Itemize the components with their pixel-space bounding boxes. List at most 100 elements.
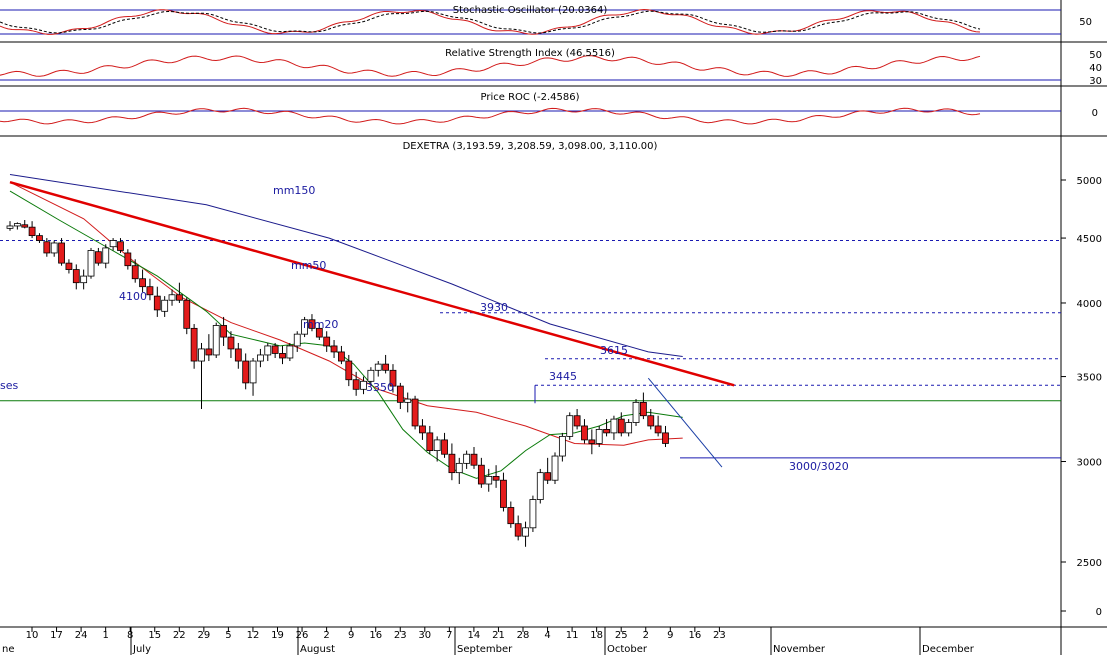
candle-down: [175, 294, 183, 301]
candle-down: [183, 299, 191, 329]
stoch-tick-label: 50: [1079, 17, 1092, 28]
candle-down: [514, 523, 522, 537]
candle-down: [345, 360, 353, 381]
candle-down: [654, 425, 662, 434]
candle-down: [139, 278, 146, 288]
candle-up: [293, 333, 301, 347]
candle-down: [124, 252, 132, 267]
mm50-label: mm50: [291, 259, 326, 272]
x-tick-label: 5: [225, 630, 231, 641]
x-tick-label: 28: [517, 630, 530, 641]
candle-up: [455, 462, 463, 474]
trendlines: [9, 181, 735, 468]
rsi-tick-30: 30: [1089, 76, 1102, 87]
roc-title: Price ROC (-2.4586): [481, 92, 580, 103]
candle-up: [50, 242, 58, 254]
candle-down: [323, 336, 331, 347]
candle-down: [36, 235, 43, 241]
candle-up: [87, 250, 95, 277]
candle-down: [58, 242, 65, 264]
candle-down: [279, 353, 286, 359]
x-tick-label: 9: [348, 630, 354, 641]
month-label: August: [300, 644, 335, 655]
candle-down: [352, 379, 360, 390]
x-tick-label: 24: [75, 630, 88, 641]
candle-down: [153, 295, 161, 311]
price-title: DEXETRA (3,193.59, 3,208.59, 3,098.00, 3…: [403, 141, 658, 152]
candle-down: [507, 507, 515, 525]
x-tick-label: 10: [26, 630, 39, 641]
candle-down: [315, 327, 323, 338]
candle-down: [146, 286, 154, 296]
y-tick-label: 3000: [1077, 458, 1102, 469]
candle-down: [21, 224, 29, 228]
level-4100-label: 4100: [119, 290, 147, 303]
candle-down: [500, 479, 507, 508]
level-3000-label: 3000/3020: [789, 460, 849, 473]
candle-down: [65, 262, 73, 270]
month-label: December: [922, 644, 975, 655]
candle-down: [43, 241, 51, 254]
candle-up: [198, 348, 205, 362]
candle-down: [411, 398, 419, 427]
blue-downtrend-line: [647, 377, 723, 468]
y-tick-label: 4500: [1077, 234, 1102, 245]
candle-up: [286, 345, 294, 359]
candle-down: [426, 432, 434, 452]
horizontal-levels: [0, 240, 1061, 459]
x-tick-label: 8: [127, 630, 133, 641]
roc-line: [0, 107, 981, 125]
candle-down: [271, 345, 279, 354]
candle-up: [257, 354, 264, 362]
candle-down: [131, 265, 139, 280]
x-tick-label: 16: [369, 630, 382, 641]
candle-down: [396, 385, 404, 403]
candle-up: [360, 380, 367, 390]
rsi-tick-50: 50: [1089, 50, 1102, 61]
candle-down: [588, 439, 596, 444]
mm150-label: mm150: [273, 184, 315, 197]
candle-down: [330, 345, 338, 353]
mm150-line: [9, 174, 683, 357]
candle-up: [566, 415, 574, 437]
x-tick-label: 14: [468, 630, 481, 641]
candle-up: [536, 472, 544, 500]
candle-down: [117, 241, 124, 251]
candle-up: [404, 398, 412, 403]
level-3615-label: 3615: [600, 344, 628, 357]
month-label: July: [132, 644, 151, 655]
candle-up: [625, 422, 633, 434]
x-tick-label: 9: [667, 630, 673, 641]
rsi-line: [0, 55, 981, 77]
x-tick-label: 7: [446, 630, 452, 641]
rsi-title: Relative Strength Index (46.5516): [445, 48, 615, 59]
candle-down: [544, 472, 552, 481]
candle-down: [338, 351, 345, 362]
x-tick-label: 21: [492, 630, 505, 641]
x-tick-label: 19: [271, 630, 284, 641]
x-tick-label: 17: [50, 630, 63, 641]
y-tick-label: 2500: [1077, 558, 1102, 569]
red-downtrend-line: [9, 181, 735, 387]
candle-up: [168, 294, 176, 301]
x-tick-label: 23: [394, 630, 407, 641]
candle-up: [529, 499, 537, 529]
x-tick-label: 25: [615, 630, 628, 641]
stoch-panel: Stochastic Oscillator (20.0364) 50: [0, 5, 1092, 35]
x-tick-label: 4: [544, 630, 550, 641]
x-tick-label: 30: [418, 630, 431, 641]
stoch-d-line: [0, 10, 981, 34]
candle-up: [301, 319, 309, 335]
candle-down: [234, 348, 242, 362]
candle-down: [190, 327, 198, 362]
x-tick-label: 1: [102, 630, 108, 641]
candle-up: [264, 345, 272, 356]
candle-down: [581, 425, 588, 441]
level-3445-label: 3445: [549, 370, 577, 383]
x-tick-label: 26: [296, 630, 309, 641]
candle-up: [374, 363, 382, 371]
mm20-label: mm20: [303, 318, 338, 331]
x-tick-label: 22: [173, 630, 186, 641]
rsi-panel: Relative Strength Index (46.5516) 50 40 …: [0, 48, 1102, 87]
candle-down: [617, 418, 625, 434]
